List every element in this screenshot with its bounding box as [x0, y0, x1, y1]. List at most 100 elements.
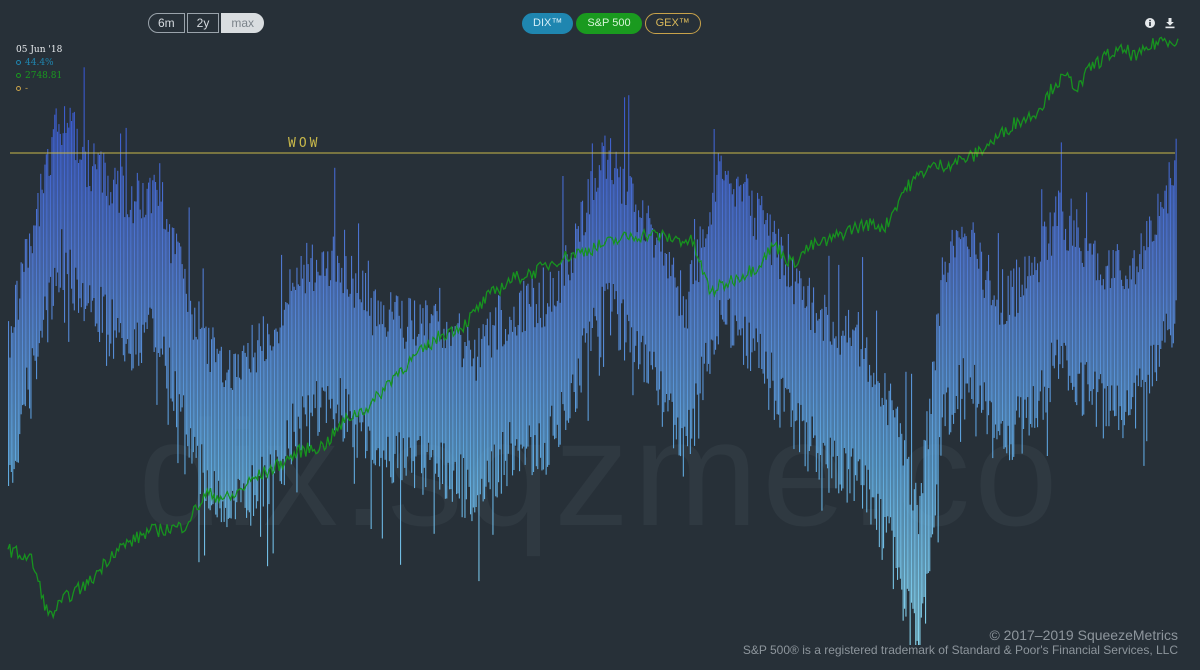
dix-toggle-button[interactable]: DIX™ [522, 13, 574, 34]
dix-bar [1070, 198, 1072, 383]
readout-gex-value: - [25, 83, 29, 94]
dix-bar [78, 163, 80, 313]
dix-bar [892, 410, 894, 590]
dix-bar [761, 196, 763, 369]
dix-bar [593, 200, 595, 308]
dix-bar [150, 213, 152, 309]
dix-bar [1135, 284, 1137, 429]
download-icon[interactable] [1164, 17, 1176, 29]
dix-bar [575, 223, 577, 412]
dix-bar [925, 440, 927, 624]
dix-bar [1063, 239, 1065, 343]
dix-bar [156, 189, 158, 405]
dix-bar [1067, 250, 1069, 391]
dix-bar [796, 268, 798, 421]
dix-bar [275, 328, 277, 451]
dix-bar [743, 183, 745, 365]
dix-bar [904, 440, 906, 609]
dix-bar [695, 280, 697, 384]
dix-bar [212, 327, 214, 505]
dix-bar [906, 458, 908, 589]
dix-bar [598, 165, 600, 376]
dix-bar [149, 177, 151, 308]
wow-annotation: WOW [288, 136, 320, 151]
dix-bar [411, 320, 413, 473]
dix-bar [724, 171, 726, 325]
dix-bar [666, 254, 668, 394]
dix-bar [356, 293, 358, 458]
info-icon[interactable] [1144, 17, 1156, 29]
dix-bar [233, 354, 235, 501]
dix-bar [268, 334, 270, 505]
dix-bar [608, 150, 610, 283]
dix-bar [148, 182, 150, 315]
dix-bar [290, 290, 292, 465]
dix-bar [208, 327, 210, 509]
dix-bar [962, 237, 964, 359]
dix-bar [359, 299, 361, 423]
dix-bar [311, 244, 313, 417]
dix-bar [197, 339, 199, 446]
dix-bar [1038, 282, 1040, 401]
dix-bar [521, 332, 523, 449]
dix-bar [972, 222, 974, 404]
dix-bar [211, 339, 213, 506]
dix-bar [926, 411, 928, 574]
dix-bar [727, 170, 729, 300]
dix-bar [577, 226, 579, 359]
dix-bar [30, 246, 32, 419]
dix-bar [173, 228, 175, 411]
dix-bar [426, 305, 428, 452]
dix-bar [72, 112, 74, 304]
dix-bar [857, 312, 859, 462]
sp500-toggle-button[interactable]: S&P 500 [576, 13, 642, 34]
dix-bar [430, 314, 432, 458]
dix-bar [449, 332, 451, 490]
dix-bar [722, 178, 724, 320]
dix-bar [708, 226, 710, 364]
dix-bar [166, 219, 168, 389]
dix-bar [1094, 240, 1096, 372]
dix-bar [421, 323, 423, 474]
dix-bar [675, 287, 677, 440]
dix-bar [1109, 288, 1111, 411]
dix-bar [990, 305, 992, 403]
dix-bar [901, 433, 903, 590]
dix-bar [576, 228, 578, 409]
dix-bar [1014, 316, 1016, 425]
dix-bar [23, 271, 25, 405]
gex-toggle-button[interactable]: GEX™ [644, 13, 701, 34]
dix-bar [381, 324, 383, 539]
dix-bar [272, 346, 274, 554]
dix-bar [547, 303, 549, 467]
dix-bar [976, 258, 978, 408]
dix-bar [824, 294, 826, 446]
range-6m-button[interactable]: 6m [148, 13, 185, 33]
dix-bar [48, 175, 50, 283]
dix-bar [772, 232, 774, 381]
dix-bar [124, 217, 126, 362]
range-max-button[interactable]: max [221, 13, 265, 33]
dix-bar [1149, 216, 1151, 394]
dix-bar [738, 186, 740, 330]
dix-bar [76, 128, 78, 280]
dix-bar [941, 257, 943, 418]
dix-bar [183, 278, 185, 396]
dix-bar [582, 200, 584, 336]
dix-bar [486, 318, 488, 461]
dix-bar [1146, 221, 1148, 442]
dix-bar [351, 255, 353, 419]
dix-bar [97, 152, 99, 332]
dix-bar [1174, 160, 1176, 324]
dix-bar [927, 449, 929, 573]
dix-bar [418, 334, 420, 440]
dix-bar [817, 320, 819, 454]
range-2y-button[interactable]: 2y [186, 13, 220, 33]
dix-bar [349, 293, 351, 412]
dix-bar [400, 328, 402, 565]
dix-bar [758, 198, 760, 368]
dix-bar [279, 327, 281, 482]
dix-bar [267, 323, 269, 567]
dix-bar [314, 282, 316, 409]
